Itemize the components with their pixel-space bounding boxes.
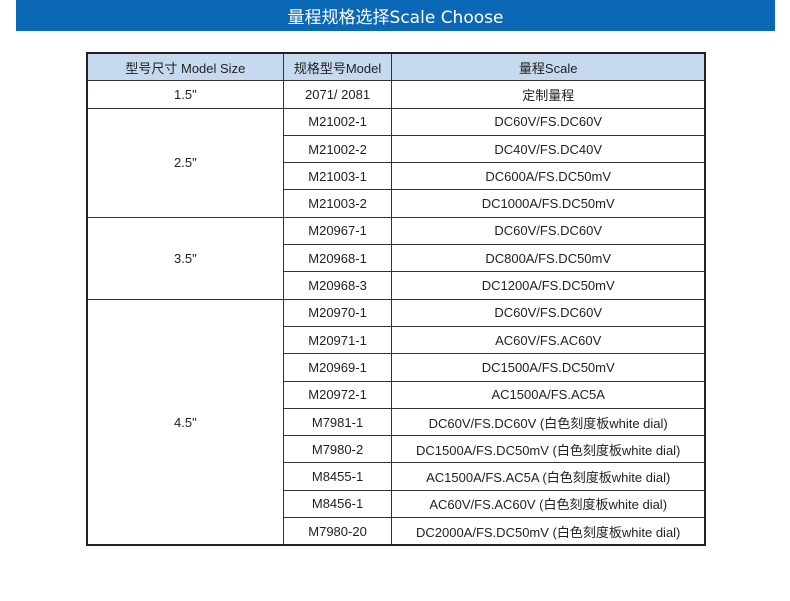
table-row: 4.5" M20970-1 DC60V/FS.DC60V (86, 298, 706, 546)
cell-scale: DC1500A/FS.DC50mV (白色刻度板white dial) (391, 435, 706, 464)
table-row: 3.5" M20967-1 DC60V/FS.DC60V (86, 216, 706, 300)
header-model-size: 型号尺寸 Model Size (86, 52, 284, 82)
cell-model: M21002-2 (282, 134, 393, 164)
header-model: 规格型号Model (282, 52, 393, 82)
cell-scale: DC800A/FS.DC50mV (391, 244, 706, 273)
cell-model: M20968-1 (282, 244, 393, 273)
table-row: M20972-1 AC1500A/FS.AC5A (87, 380, 706, 409)
cell-model: 2071/ 2081 (282, 80, 393, 109)
scale-table: 型号尺寸 Model Size 规格型号Model 量程Scale 1.5" 20… (86, 52, 706, 547)
cell-scale: AC1500A/FS.AC5A (391, 380, 706, 409)
cell-model: M7981-1 (282, 407, 393, 437)
table-row: M21002-2 DC40V/FS.DC40V (87, 134, 706, 164)
cell-scale: AC1500A/FS.AC5A (白色刻度板white dial) (391, 462, 706, 491)
cell-model: M20968-3 (282, 271, 393, 300)
cell-model: M20969-1 (282, 353, 393, 382)
table-row: M8455-1 AC1500A/FS.AC5A (白色刻度板white dial) (87, 462, 706, 491)
cell-model: M21003-2 (282, 189, 393, 218)
cell-model: M8456-1 (282, 489, 393, 519)
title-bar: 量程规格选择Scale Choose (16, 0, 775, 31)
cell-scale: DC1200A/FS.DC50mV (391, 271, 706, 300)
cell-scale: DC60V/FS.DC60V (391, 216, 706, 246)
table-row: 1.5" 2071/ 2081 定制量程 (86, 80, 706, 109)
cell-model: M20971-1 (282, 325, 393, 355)
header-row: 型号尺寸 Model Size 规格型号Model 量程Scale (86, 52, 706, 82)
cell-scale: AC60V/FS.AC60V (391, 325, 706, 355)
page-title: 量程规格选择Scale Choose (287, 8, 504, 28)
cell-model: M20972-1 (282, 380, 393, 409)
cell-scale: DC60V/FS.DC60V (391, 298, 706, 327)
cell-model: M20970-1 (282, 298, 393, 327)
table-row: M7980-2 DC1500A/FS.DC50mV (白色刻度板white dia… (87, 435, 706, 464)
cell-scale: DC1500A/FS.DC50mV (391, 353, 706, 382)
cell-scale: DC2000A/FS.DC50mV (白色刻度板white dial) (391, 517, 706, 546)
table-row: M7980-20 DC2000A/FS.DC50mV (白色刻度板white di… (87, 517, 706, 546)
cell-model-size: 2.5" (86, 107, 284, 218)
table-row: M8456-1 AC60V/FS.AC60V (白色刻度板white dial) (87, 489, 706, 519)
table-row: M21003-2 DC1000A/FS.DC50mV (87, 189, 706, 218)
cell-model: M7980-2 (282, 435, 393, 464)
cell-model: M8455-1 (282, 462, 393, 491)
cell-scale: DC60V/FS.DC60V (白色刻度板white dial) (391, 407, 706, 437)
cell-scale: DC60V/FS.DC60V (391, 107, 706, 136)
cell-scale: AC60V/FS.AC60V (白色刻度板white dial) (391, 489, 706, 519)
cell-scale: DC600A/FS.DC50mV (391, 162, 706, 191)
cell-model: M21003-1 (282, 162, 393, 191)
cell-model-size: 1.5" (86, 80, 284, 109)
table-row: M20971-1 AC60V/FS.AC60V (87, 325, 706, 355)
cell-model: M20967-1 (282, 216, 393, 246)
table-row: M21003-1 DC600A/FS.DC50mV (87, 162, 706, 191)
cell-model: M21002-1 (282, 107, 393, 136)
cell-scale: DC40V/FS.DC40V (391, 134, 706, 164)
table-row: M20968-1 DC800A/FS.DC50mV (87, 244, 706, 273)
cell-model-size: 3.5" (86, 216, 284, 300)
table-row: M20968-3 DC1200A/FS.DC50mV (87, 271, 706, 300)
table-row: M7981-1 DC60V/FS.DC60V (白色刻度板white dial) (87, 407, 706, 437)
cell-scale: 定制量程 (391, 80, 706, 109)
table-row: M20969-1 DC1500A/FS.DC50mV (87, 353, 706, 382)
cell-model-size: 4.5" (86, 298, 284, 546)
table-row: 2.5" M21002-1 DC60V/FS.DC60V (86, 107, 706, 218)
cell-model: M7980-20 (282, 517, 393, 546)
cell-scale: DC1000A/FS.DC50mV (391, 189, 706, 218)
header-scale: 量程Scale (391, 52, 706, 82)
